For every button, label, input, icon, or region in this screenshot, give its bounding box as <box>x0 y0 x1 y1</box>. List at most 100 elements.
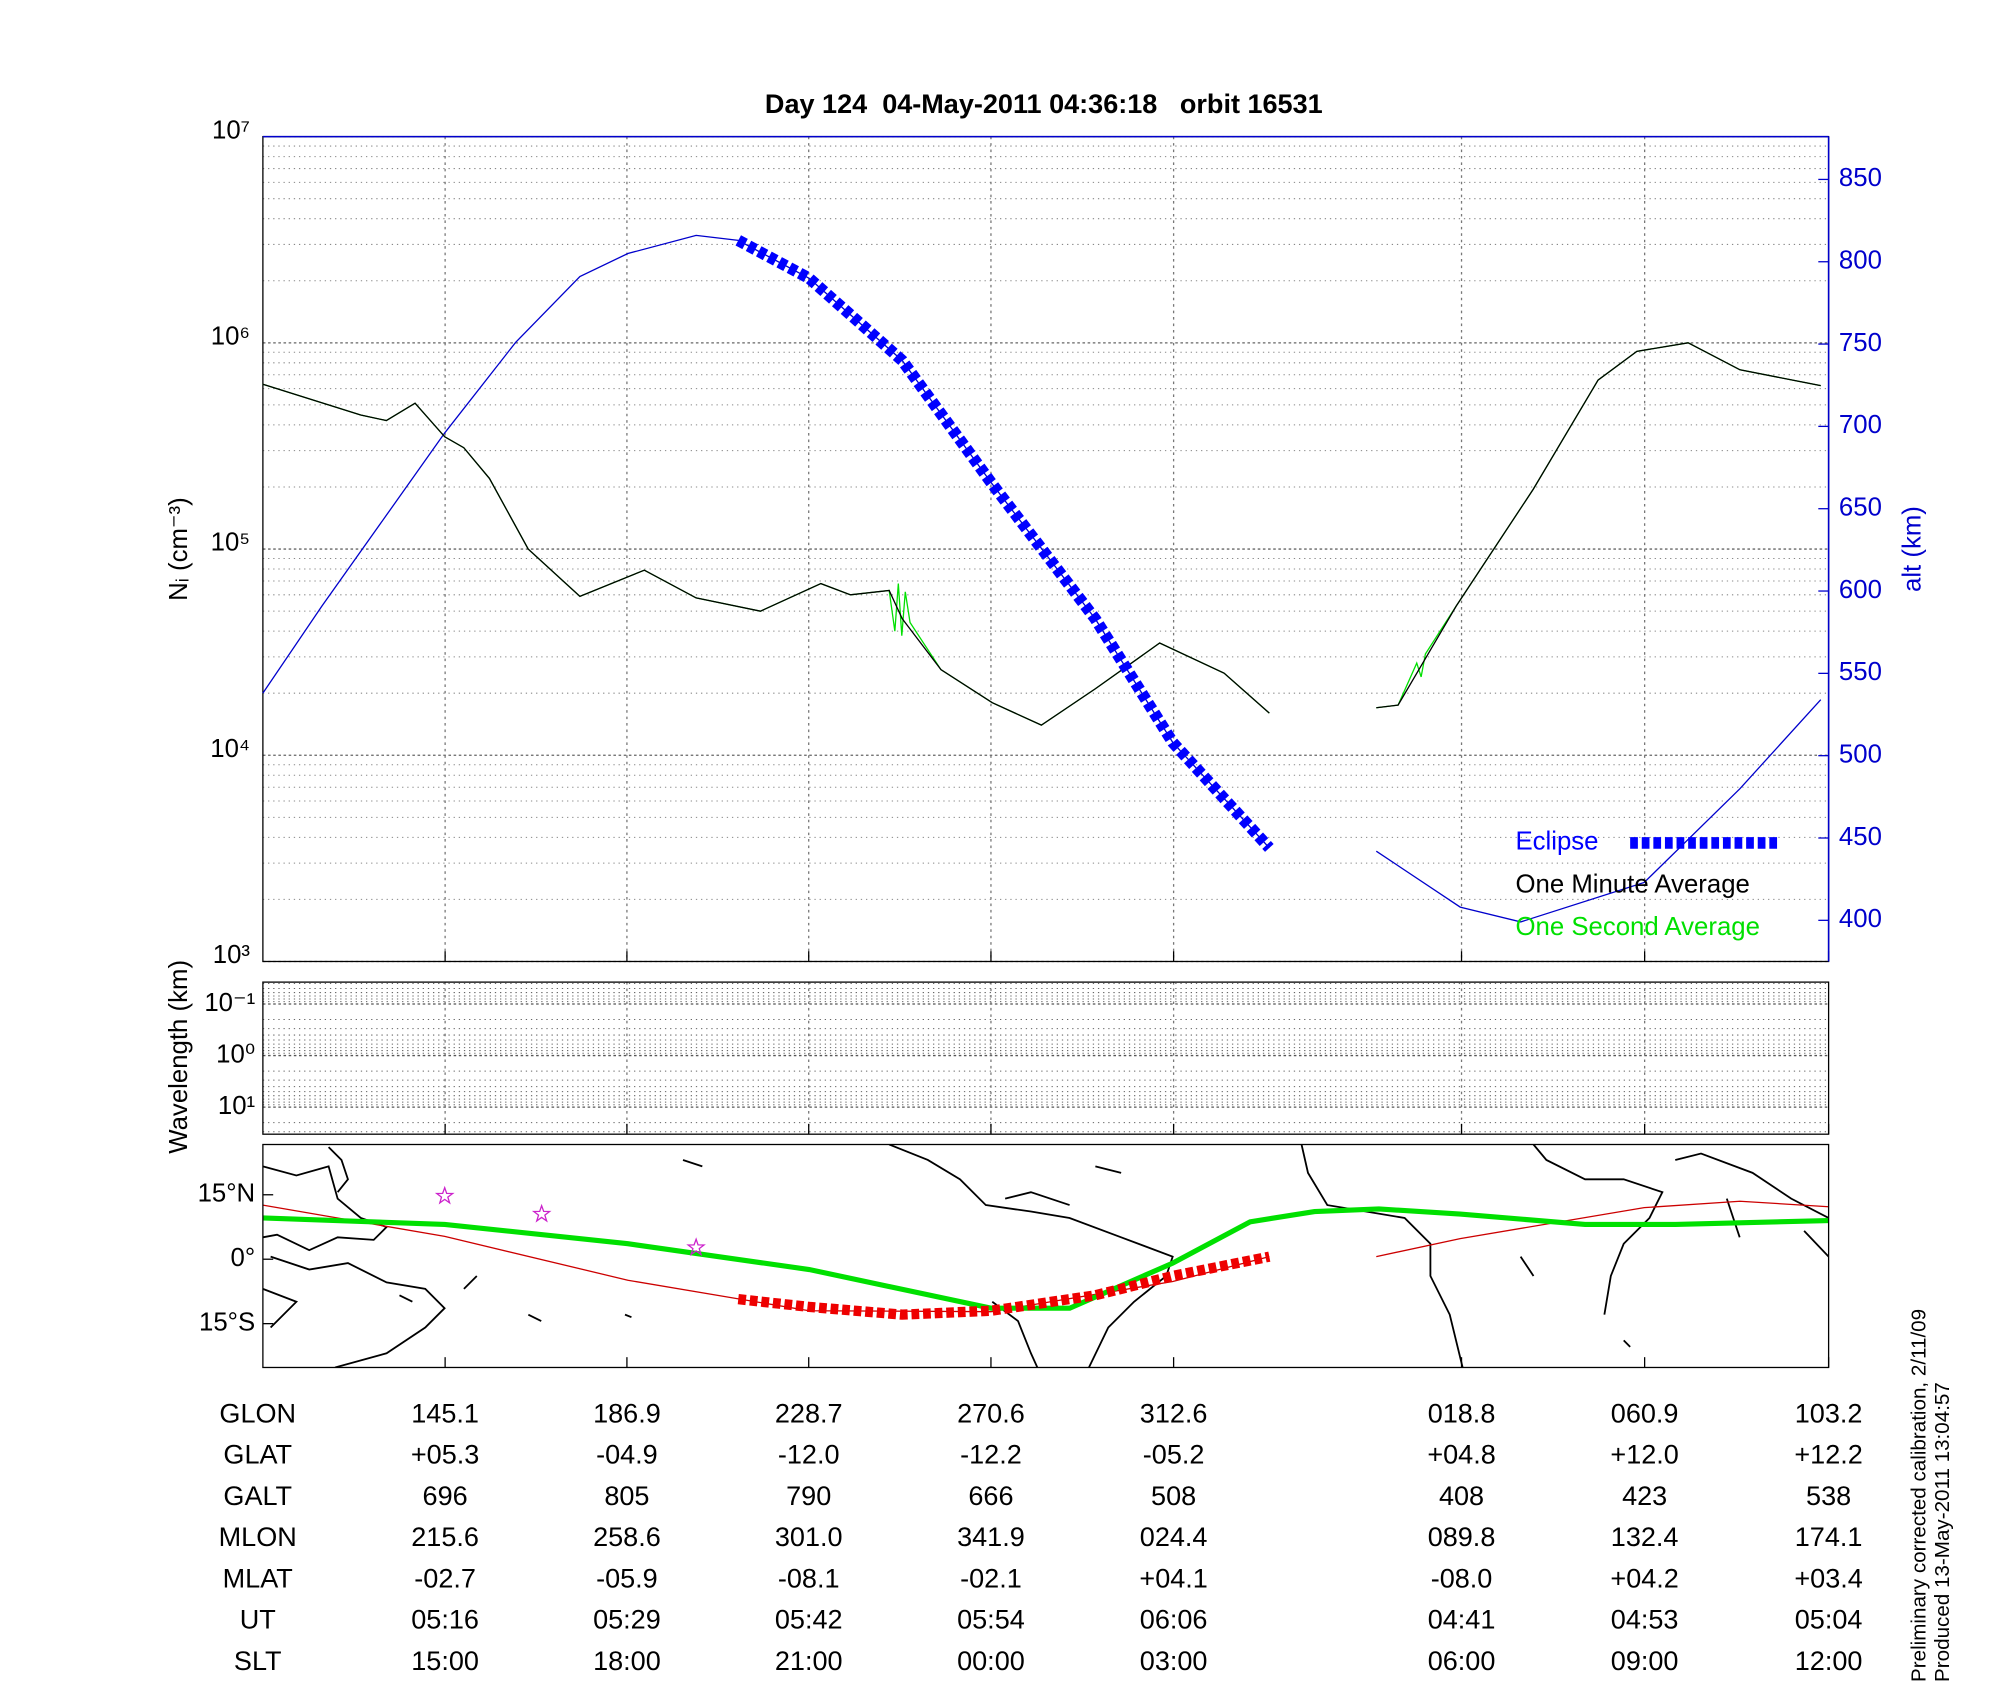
plot-frame <box>262 981 1830 1135</box>
y-tick-label: 10⁷ <box>212 116 250 144</box>
table-cell: 423 <box>1622 1481 1667 1511</box>
table-cell: +04.1 <box>1139 1563 1207 1593</box>
y2-tick-label: 500 <box>1839 740 1882 768</box>
table-cell: 21:00 <box>775 1646 843 1676</box>
x-tick-label: 228.7 <box>775 1398 843 1428</box>
table-cell: 301.0 <box>775 1522 843 1552</box>
x-tick-label: 103.2 <box>1795 1398 1863 1428</box>
table-cell: 15:00 <box>411 1646 479 1676</box>
table-cell: +04.8 <box>1427 1440 1495 1470</box>
coast <box>1532 1144 1664 1315</box>
y-tick-label: 0° <box>231 1244 256 1272</box>
star-marker <box>531 1203 552 1223</box>
coast <box>1519 1256 1631 1348</box>
table-cell: 00:00 <box>957 1646 1025 1676</box>
y-tick-label: 10³ <box>213 941 251 969</box>
y2-tick-label: 850 <box>1839 164 1882 192</box>
data-line <box>262 1200 1829 1313</box>
legend-label: Eclipse <box>1515 828 1598 856</box>
row-label: GALT <box>223 1481 292 1511</box>
data-line <box>262 342 1821 726</box>
table-cell: 174.1 <box>1795 1522 1863 1552</box>
coast <box>888 1144 1174 1368</box>
table-cell: -02.1 <box>960 1563 1022 1593</box>
table-cell: 024.4 <box>1140 1522 1208 1552</box>
table-cell: 05:04 <box>1795 1605 1863 1635</box>
table-cell: 408 <box>1439 1481 1484 1511</box>
y-tick-label: 10¹ <box>218 1092 256 1120</box>
table-cell: 18:00 <box>593 1646 661 1676</box>
data-line <box>735 235 1274 852</box>
y2-tick-label: 750 <box>1839 329 1882 357</box>
y2-tick-label: 600 <box>1839 576 1882 604</box>
table-cell: +04.2 <box>1610 1563 1678 1593</box>
coast <box>327 1146 349 1193</box>
table-cell: 696 <box>423 1481 468 1511</box>
y2-axis-label: alt (km) <box>1898 506 1926 592</box>
table-cell: 508 <box>1151 1481 1196 1511</box>
plot-frame <box>262 1143 1830 1369</box>
table-cell: 341.9 <box>957 1522 1025 1552</box>
x-tick-label: 270.6 <box>957 1398 1025 1428</box>
table-cell: +03.4 <box>1794 1563 1862 1593</box>
x-tick-label: 060.9 <box>1611 1398 1679 1428</box>
chart-title: Day 124 04-May-2011 04:36:18 orbit 16531 <box>765 89 1323 119</box>
coast <box>1004 1165 1122 1206</box>
table-cell: 05:54 <box>957 1605 1025 1635</box>
table-cell: 666 <box>968 1481 1013 1511</box>
table-cell: 258.6 <box>593 1522 661 1552</box>
table-cell: 538 <box>1806 1481 1851 1511</box>
table-cell: 05:16 <box>411 1605 479 1635</box>
y2-tick-label: 700 <box>1839 411 1882 439</box>
x-tick-label: 145.1 <box>411 1398 479 1428</box>
coast <box>262 1255 446 1368</box>
table-cell: -12.2 <box>960 1440 1022 1470</box>
table-cell: 12:00 <box>1795 1646 1863 1676</box>
y-axis-label: Wavelength (km) <box>165 960 193 1154</box>
y-tick-label: 10⁶ <box>211 322 250 350</box>
table-cell: 06:06 <box>1140 1605 1208 1635</box>
table-cell: 215.6 <box>411 1522 479 1552</box>
data-line <box>262 1206 1829 1311</box>
table-cell: 05:42 <box>775 1605 843 1635</box>
table-cell: 805 <box>604 1481 649 1511</box>
table-cell: 03:00 <box>1140 1646 1208 1676</box>
data-line <box>262 342 1821 726</box>
x-tick-label: 186.9 <box>593 1398 661 1428</box>
table-cell: 06:00 <box>1428 1646 1496 1676</box>
x-tick-label: 018.8 <box>1428 1398 1496 1428</box>
table-cell: 04:41 <box>1428 1605 1496 1635</box>
coast <box>1300 1144 1464 1368</box>
table-cell: 09:00 <box>1611 1646 1679 1676</box>
y2-tick-label: 400 <box>1839 905 1882 933</box>
note: Produced 13-May-2011 13:04:57 <box>1931 1382 1954 1682</box>
row-label: SLT <box>234 1646 282 1676</box>
table-cell: 089.8 <box>1428 1522 1496 1552</box>
row-label: GLON <box>219 1398 296 1428</box>
table-cell: 132.4 <box>1611 1522 1679 1552</box>
table-cell: 05:29 <box>593 1605 661 1635</box>
y2-tick-label: 650 <box>1839 494 1882 522</box>
y-tick-label: 15°N <box>198 1180 256 1208</box>
table-cell: -04.9 <box>596 1440 658 1470</box>
table-cell: -05.9 <box>596 1563 658 1593</box>
table-cell: -08.0 <box>1431 1563 1493 1593</box>
legend-label: One Minute Average <box>1515 870 1749 898</box>
table-cell: -02.7 <box>414 1563 476 1593</box>
row-label: MLON <box>219 1522 297 1552</box>
y-tick-label: 15°S <box>199 1308 255 1336</box>
coast <box>399 1159 703 1322</box>
coastlines <box>262 1144 1829 1368</box>
row-label: MLAT <box>223 1563 293 1593</box>
table-cell: +12.0 <box>1610 1440 1678 1470</box>
data-line <box>737 1251 1271 1320</box>
table-cell: -08.1 <box>778 1563 840 1593</box>
y-tick-label: 10⁻¹ <box>204 989 255 1017</box>
x-tick-label: 312.6 <box>1140 1398 1208 1428</box>
table-cell: -05.2 <box>1143 1440 1205 1470</box>
star-marker <box>434 1185 455 1205</box>
data-line <box>262 234 1822 923</box>
legend-label: One Second Average <box>1515 913 1759 941</box>
table-cell: 04:53 <box>1611 1605 1679 1635</box>
